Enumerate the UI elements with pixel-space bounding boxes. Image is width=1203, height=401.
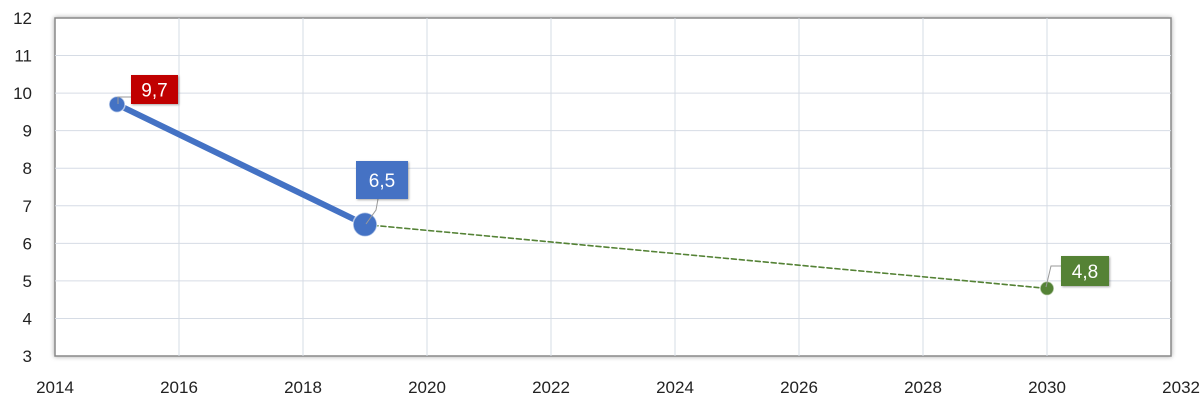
y-tick-label: 7 [23, 197, 32, 216]
data-label-text: 6,5 [369, 171, 395, 192]
x-tick-label: 2020 [408, 378, 446, 397]
data-label-text: 4,8 [1072, 262, 1098, 283]
data-label: 4,8 [1045, 256, 1109, 288]
x-tick-label: 2024 [656, 378, 694, 397]
data-label-leader [117, 96, 131, 104]
data-label: 9,7 [117, 75, 178, 104]
y-tick-label: 12 [13, 9, 32, 28]
y-axis-tick-labels: 3 4 5 6 7 8 9 10 11 12 [13, 9, 32, 366]
plot-area [54, 17, 1172, 357]
y-tick-label: 4 [23, 309, 32, 328]
x-tick-label: 2016 [160, 378, 198, 397]
marker-2015 [108, 95, 126, 114]
x-tick-label: 2030 [1028, 378, 1066, 397]
y-tick-label: 6 [23, 234, 32, 253]
y-tick-label: 8 [23, 159, 32, 178]
x-tick-label: 2026 [780, 378, 818, 397]
series [108, 95, 1055, 297]
x-tick-label: 2018 [284, 378, 322, 397]
y-tick-label: 11 [14, 47, 32, 66]
y-tick-label: 3 [23, 347, 32, 366]
data-labels: 9,7 6,5 4,8 [117, 75, 1109, 288]
data-label-box [1061, 256, 1109, 286]
x-tick-label: 2022 [532, 378, 570, 397]
y-tick-label: 10 [13, 84, 32, 103]
x-tick-label: 2014 [36, 378, 74, 397]
data-label: 6,5 [356, 161, 408, 225]
x-axis-tick-labels: 2014 2016 2018 2020 2022 2024 2026 2028 2030 2032 [36, 378, 1200, 397]
y-tick-label: 9 [23, 122, 32, 141]
solid-series-line [114, 101, 368, 228]
y-tick-label: 5 [23, 272, 32, 291]
plot-area-background [54, 17, 1172, 357]
grid [55, 18, 1171, 356]
marker-2019 [352, 211, 378, 238]
data-label-box [356, 161, 408, 199]
x-tick-label: 2032 [1162, 378, 1200, 397]
data-label-leader [1045, 265, 1061, 288]
data-label-leader [365, 198, 379, 225]
x-tick-label: 2028 [904, 378, 942, 397]
data-label-box [131, 75, 178, 104]
data-label-text: 9,7 [141, 81, 167, 102]
dashed-series-line [364, 223, 1048, 290]
